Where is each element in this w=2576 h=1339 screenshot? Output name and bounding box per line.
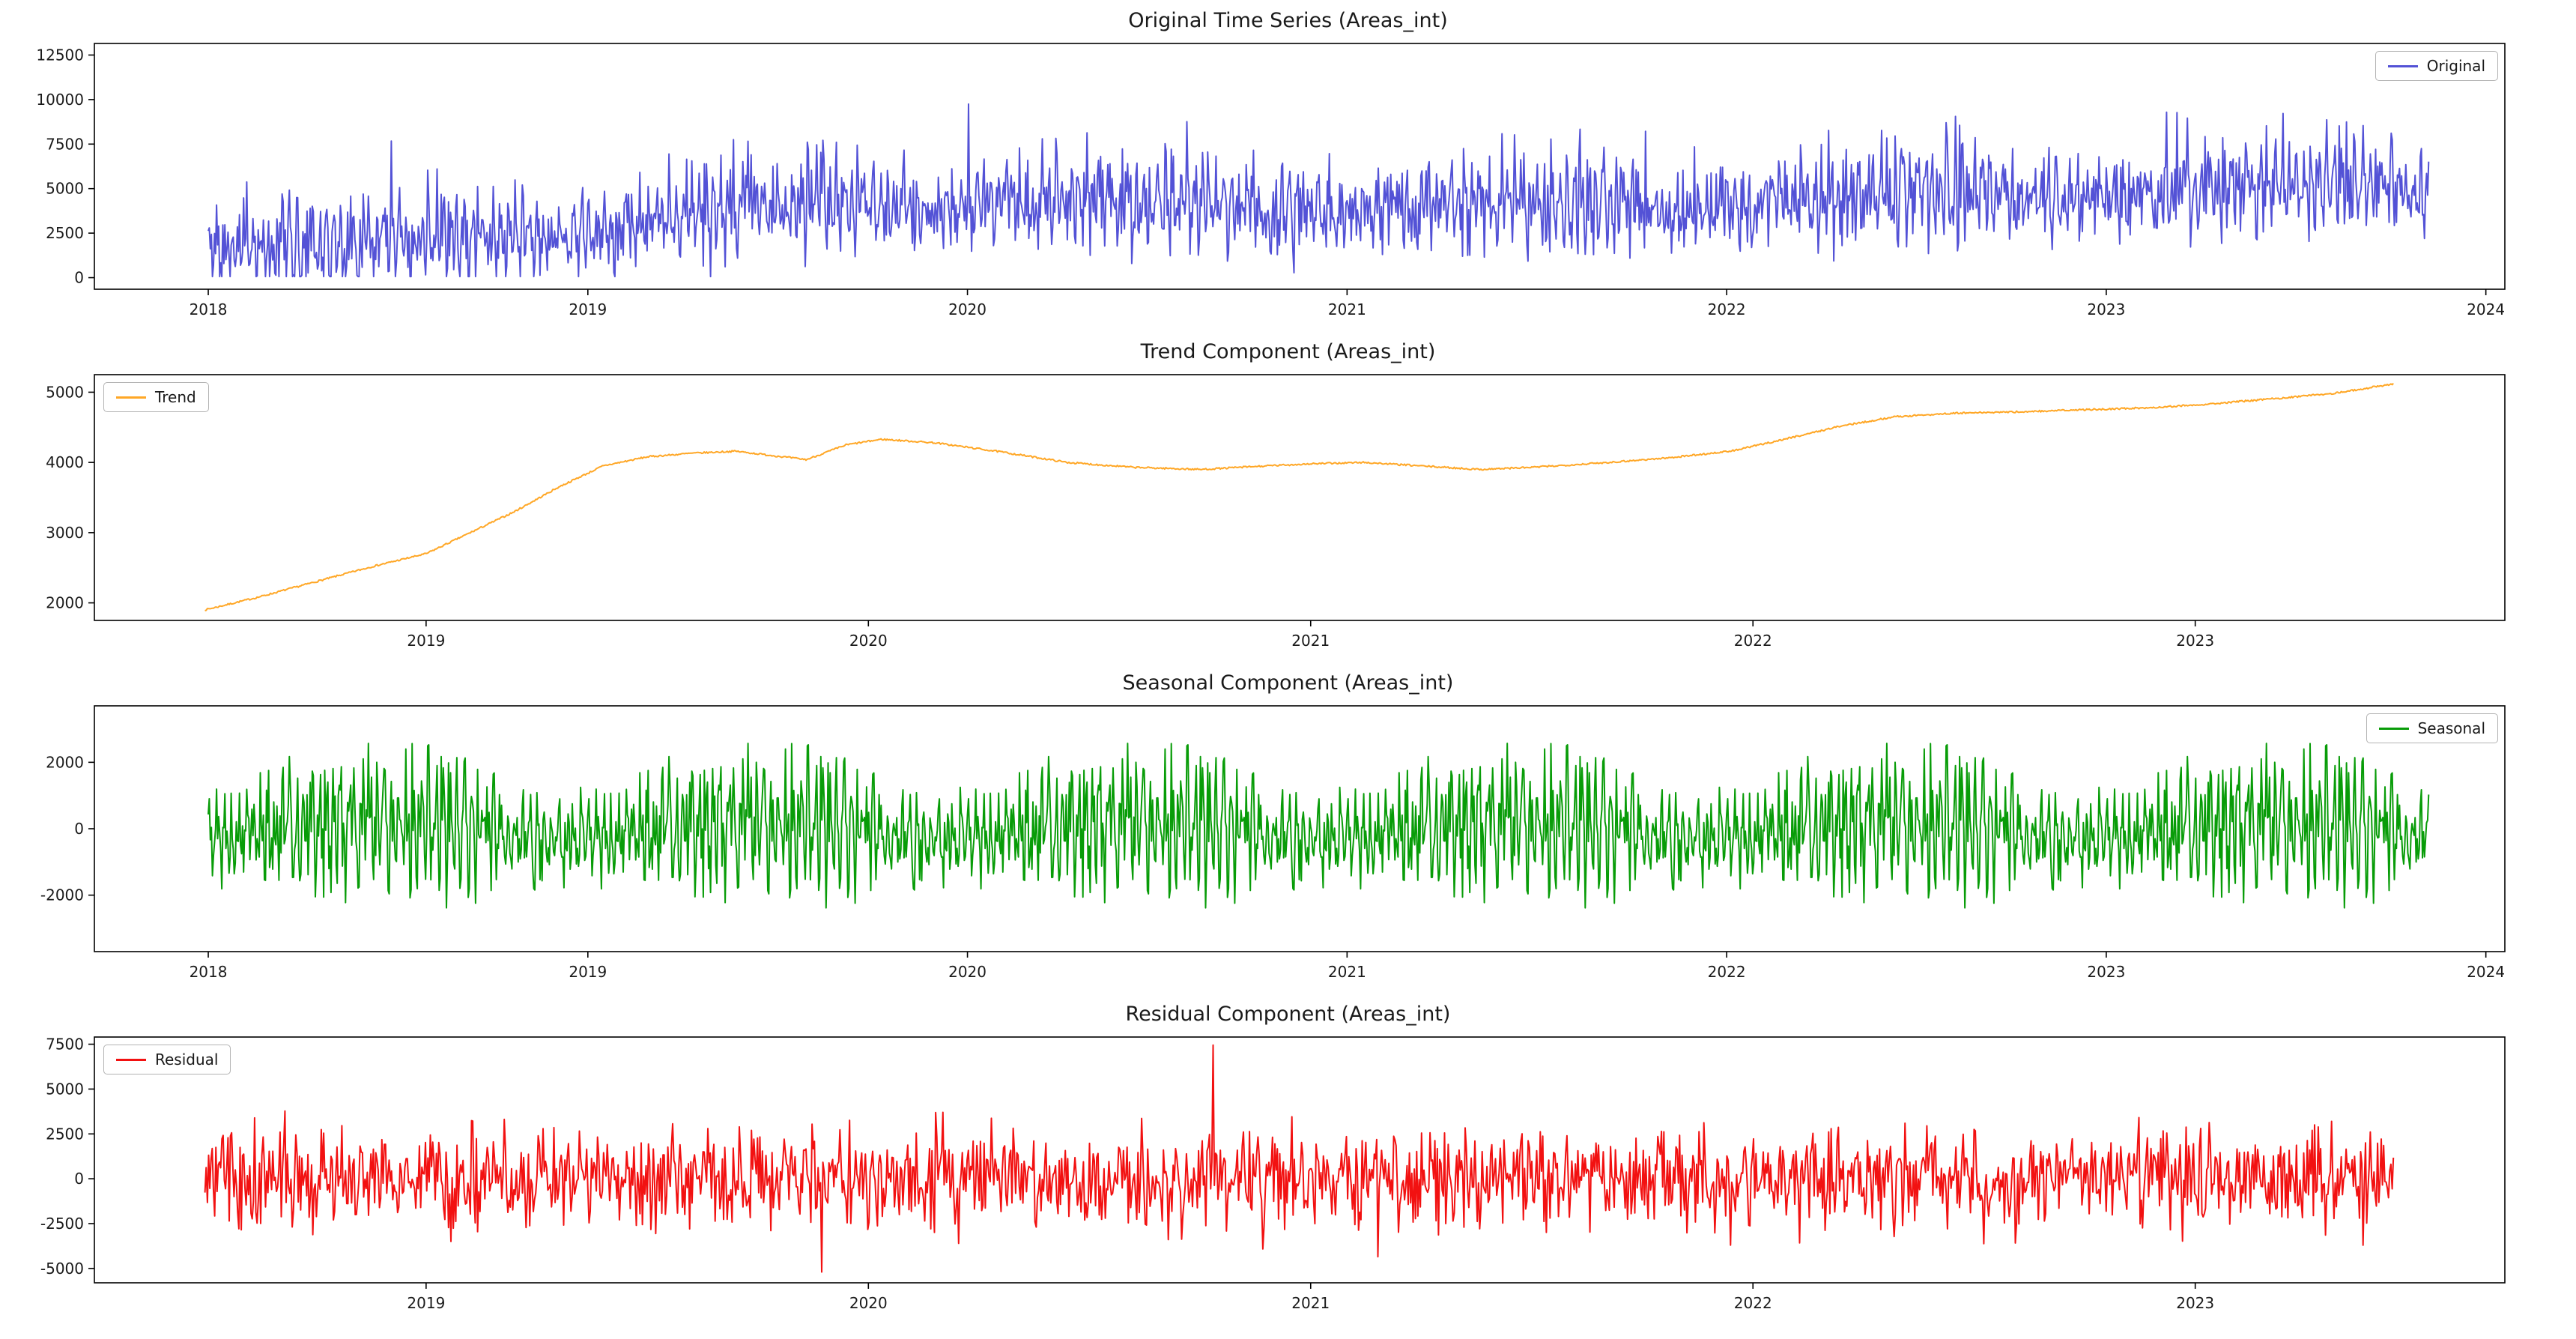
svg-text:-5000: -5000 xyxy=(40,1260,84,1278)
legend-residual: Residual xyxy=(103,1045,231,1074)
svg-text:7500: 7500 xyxy=(46,1036,84,1054)
panel-seasonal: Seasonal Component (Areas_int) -2000 0 200… xyxy=(0,668,2576,1000)
svg-text:2022: 2022 xyxy=(1708,963,1746,981)
legend-label-seasonal: Seasonal xyxy=(2417,719,2485,737)
svg-text:5000: 5000 xyxy=(46,383,84,401)
legend-label-trend: Trend xyxy=(155,388,196,406)
svg-text:2019: 2019 xyxy=(407,1294,445,1312)
svg-text:-2000: -2000 xyxy=(40,886,84,904)
svg-text:10000: 10000 xyxy=(36,91,84,109)
svg-text:2019: 2019 xyxy=(569,963,607,981)
svg-text:2023: 2023 xyxy=(2087,963,2125,981)
plot-area-residual: -5000 -2500 0 2500 5000 7500 2019 2020 2021 2022 2… xyxy=(0,1030,2576,1329)
svg-text:7500: 7500 xyxy=(46,135,84,153)
svg-text:2023: 2023 xyxy=(2176,1294,2214,1312)
svg-text:2021: 2021 xyxy=(1328,963,1366,981)
svg-text:2500: 2500 xyxy=(46,224,84,242)
panel-original: Original Time Series (Areas_int) 0 2500 50… xyxy=(0,6,2576,337)
chart-title-trend: Trend Component (Areas_int) xyxy=(1140,340,1436,363)
svg-text:0: 0 xyxy=(74,269,84,287)
panel-trend: Trend Component (Areas_int) 2000 3000 4000… xyxy=(0,337,2576,668)
residual-series-plot: -5000 -2500 0 2500 5000 7500 2019 2020 2021 2022 2… xyxy=(40,1036,2506,1312)
svg-text:2018: 2018 xyxy=(190,963,228,981)
svg-text:2024: 2024 xyxy=(2467,300,2505,318)
legend-line-icon xyxy=(116,1058,146,1061)
legend-line-icon xyxy=(116,396,146,399)
svg-text:5000: 5000 xyxy=(46,1080,84,1098)
legend-trend: Trend xyxy=(103,382,209,412)
svg-text:0: 0 xyxy=(74,820,84,838)
legend-line-icon xyxy=(2378,727,2409,730)
svg-text:2020: 2020 xyxy=(849,632,888,650)
chart-title-seasonal: Seasonal Component (Areas_int) xyxy=(1122,671,1454,695)
svg-text:2018: 2018 xyxy=(190,300,228,318)
svg-text:5000: 5000 xyxy=(46,180,84,198)
svg-text:2020: 2020 xyxy=(948,300,987,318)
chart-title-residual: Residual Component (Areas_int) xyxy=(1125,1003,1451,1026)
legend-line-icon xyxy=(2387,64,2418,67)
original-series-plot: 0 2500 5000 7500 10000 12500 2018 2019 2020 2021 2… xyxy=(36,43,2506,318)
svg-text:0: 0 xyxy=(74,1170,84,1188)
svg-text:-2500: -2500 xyxy=(40,1215,84,1233)
panel-residual: Residual Component (Areas_int) -5000 -250… xyxy=(0,1000,2576,1331)
svg-text:3000: 3000 xyxy=(46,524,84,542)
plot-area-trend: 2000 3000 4000 5000 2019 2020 2021 2022 2023 Tre… xyxy=(0,367,2576,667)
svg-text:2020: 2020 xyxy=(849,1294,888,1312)
plot-area-original: 0 2500 5000 7500 10000 12500 2018 2019 2020 2021 2… xyxy=(0,36,2576,336)
svg-text:2021: 2021 xyxy=(1291,632,1330,650)
svg-text:2022: 2022 xyxy=(1708,300,1746,318)
legend-seasonal: Seasonal xyxy=(2366,713,2498,743)
trend-series-plot: 2000 3000 4000 5000 2019 2020 2021 2022 2023 xyxy=(46,374,2506,650)
svg-text:2023: 2023 xyxy=(2087,300,2125,318)
seasonal-series-plot: -2000 0 2000 2018 2019 2020 2021 2022 2023 2024 xyxy=(40,705,2506,981)
svg-text:2021: 2021 xyxy=(1328,300,1366,318)
svg-text:2019: 2019 xyxy=(569,300,607,318)
svg-text:2000: 2000 xyxy=(46,753,84,771)
svg-text:2024: 2024 xyxy=(2467,963,2505,981)
svg-text:2500: 2500 xyxy=(46,1125,84,1143)
chart-title-original: Original Time Series (Areas_int) xyxy=(1128,9,1448,32)
svg-text:2021: 2021 xyxy=(1291,1294,1330,1312)
svg-text:4000: 4000 xyxy=(46,453,84,471)
svg-text:2020: 2020 xyxy=(948,963,987,981)
svg-text:2019: 2019 xyxy=(407,632,445,650)
svg-text:2000: 2000 xyxy=(46,594,84,612)
legend-original: Original xyxy=(2375,51,2498,81)
plot-area-seasonal: -2000 0 2000 2018 2019 2020 2021 2022 2023 2024 S… xyxy=(0,698,2576,998)
svg-text:2022: 2022 xyxy=(1734,1294,1772,1312)
legend-label-residual: Residual xyxy=(155,1051,219,1069)
legend-label-original: Original xyxy=(2426,57,2485,75)
svg-text:2022: 2022 xyxy=(1734,632,1772,650)
svg-text:2023: 2023 xyxy=(2176,632,2214,650)
svg-text:12500: 12500 xyxy=(36,46,84,64)
